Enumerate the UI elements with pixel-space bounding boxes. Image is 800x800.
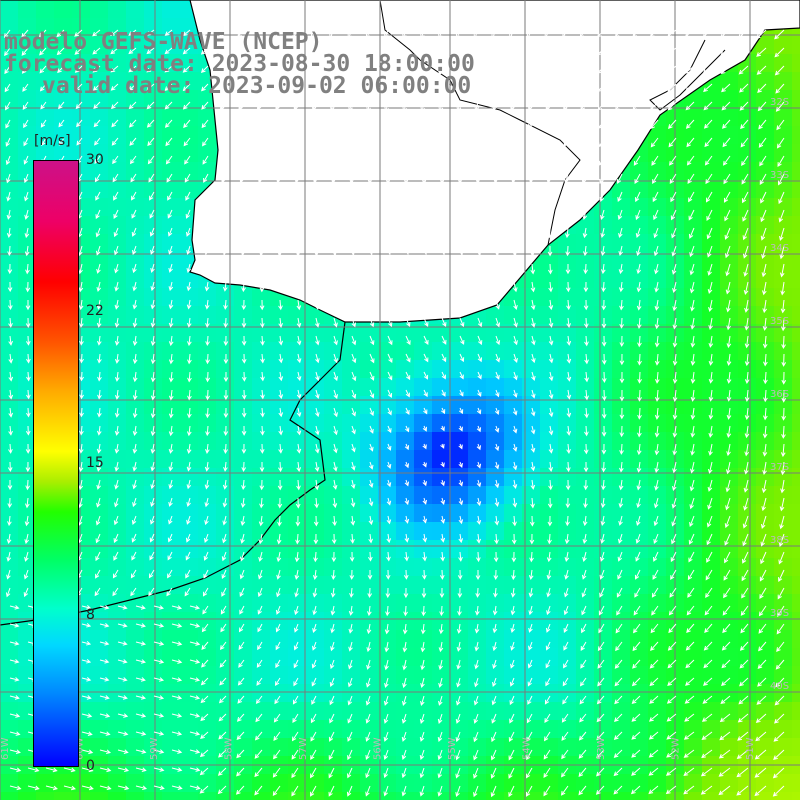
lon-label: 53W	[596, 737, 607, 760]
lat-label: 32S	[770, 97, 789, 108]
latitude-labels: 32S 33S 34S 35S 36S 37S 38S 39S 40S	[770, 97, 789, 692]
lat-label: 34S	[770, 243, 789, 254]
lat-label: 33S	[770, 170, 789, 181]
lat-label: 35S	[770, 316, 789, 327]
lon-label: 51W	[745, 737, 756, 760]
lat-label: 37S	[770, 462, 789, 473]
lon-label: 56W	[373, 737, 384, 760]
lon-label: 55W	[447, 737, 458, 760]
colorbar-tick-22: 22	[86, 303, 104, 319]
lon-label: 61W	[0, 737, 11, 760]
lat-label: 36S	[770, 389, 789, 400]
colorbar-unit: [m/s]	[34, 133, 71, 149]
wind-arrows	[3, 29, 787, 798]
lat-label: 40S	[770, 681, 789, 692]
colorbar-tick-8: 8	[86, 607, 95, 623]
lon-label: 60W	[75, 737, 86, 760]
colorbar-tick-15: 15	[86, 455, 104, 471]
lon-label: 54W	[522, 737, 533, 760]
lat-label: 39S	[770, 608, 789, 619]
lon-label: 58W	[224, 737, 235, 760]
lon-label: 57W	[298, 737, 309, 760]
lat-label: 38S	[770, 535, 789, 546]
title-valid-date: valid date: 2023-09-02 06:00:00	[42, 73, 472, 99]
colorbar	[33, 160, 79, 767]
lon-label: 52W	[671, 737, 682, 760]
colorbar-tick-30: 30	[86, 152, 104, 168]
longitude-labels: 61W 60W 59W 58W 57W 56W 55W 54W 53W 52W 51W	[0, 737, 756, 760]
lon-label: 59W	[149, 737, 160, 760]
title-model: modelo GEFS-WAVE (NCEP)	[4, 29, 323, 55]
colorbar-tick-0: 0	[86, 758, 95, 774]
title-forecast-date: forecast date: 2023-08-30 18:00:00	[4, 51, 475, 77]
